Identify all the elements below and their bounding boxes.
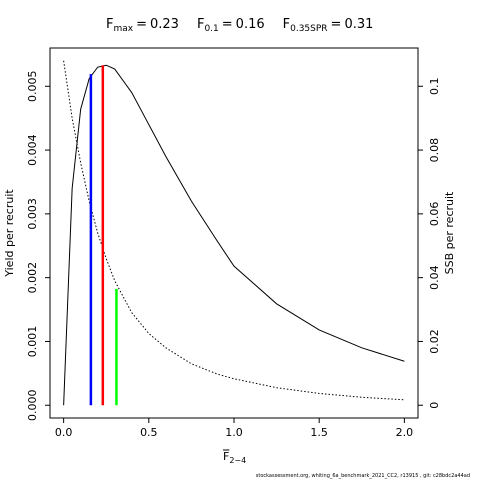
x-axis-label: F2−4 — [223, 450, 246, 465]
y-tick-label: 0.004 — [26, 134, 39, 166]
x-label-subscript: 2−4 — [229, 456, 246, 465]
title-equals: = — [331, 17, 342, 32]
title-equals: = — [222, 17, 233, 32]
plot-frame — [49, 47, 419, 419]
footer: stockassessment.org, whiting_6a_benchmar… — [256, 473, 470, 479]
title-symbol: F — [106, 17, 113, 32]
y2-tick-label: 0.1 — [428, 78, 441, 96]
title-value: 0.31 — [344, 17, 373, 32]
y2-tick-label: 0.08 — [428, 138, 441, 163]
title-subscript: 0.1 — [204, 24, 218, 34]
curve — [63, 64, 405, 406]
curve — [63, 60, 405, 401]
title-subscript: max — [113, 24, 133, 34]
y-tick-label: 0.005 — [26, 71, 39, 103]
chart-title: Fmax = 0.23 F0.1 = 0.16 F0.35SPR = 0.31 — [106, 17, 373, 34]
x-tick-label: 2.0 — [396, 426, 414, 439]
y2-tick-label: 0 — [428, 402, 441, 409]
title-value: 0.16 — [236, 17, 265, 32]
y-axis-label: Yield per recruit — [3, 189, 16, 278]
x-tick-label: 0.0 — [55, 426, 73, 439]
x-tick-label: 0.5 — [140, 426, 158, 439]
y-tick-label: 0.001 — [26, 326, 39, 358]
x-tick-label: 1.0 — [225, 426, 243, 439]
y2-tick-label: 0.04 — [428, 265, 441, 290]
y-tick-label: 0.002 — [26, 262, 39, 294]
y2-axis-label: SSB per recruit — [443, 191, 456, 274]
title-equals: = — [136, 17, 147, 32]
title-value: 0.23 — [150, 17, 179, 32]
y-tick-label: 0.000 — [26, 389, 39, 421]
y2-tick-label: 0.06 — [428, 202, 441, 227]
title-subscript: 0.35SPR — [290, 24, 327, 34]
title-symbol: F — [197, 17, 204, 32]
x-tick-label: 1.5 — [310, 426, 328, 439]
title-symbol: F — [283, 17, 290, 32]
x-label-symbol: F — [223, 450, 229, 463]
y-tick-label: 0.003 — [26, 198, 39, 230]
y2-tick-label: 0.02 — [428, 329, 441, 354]
